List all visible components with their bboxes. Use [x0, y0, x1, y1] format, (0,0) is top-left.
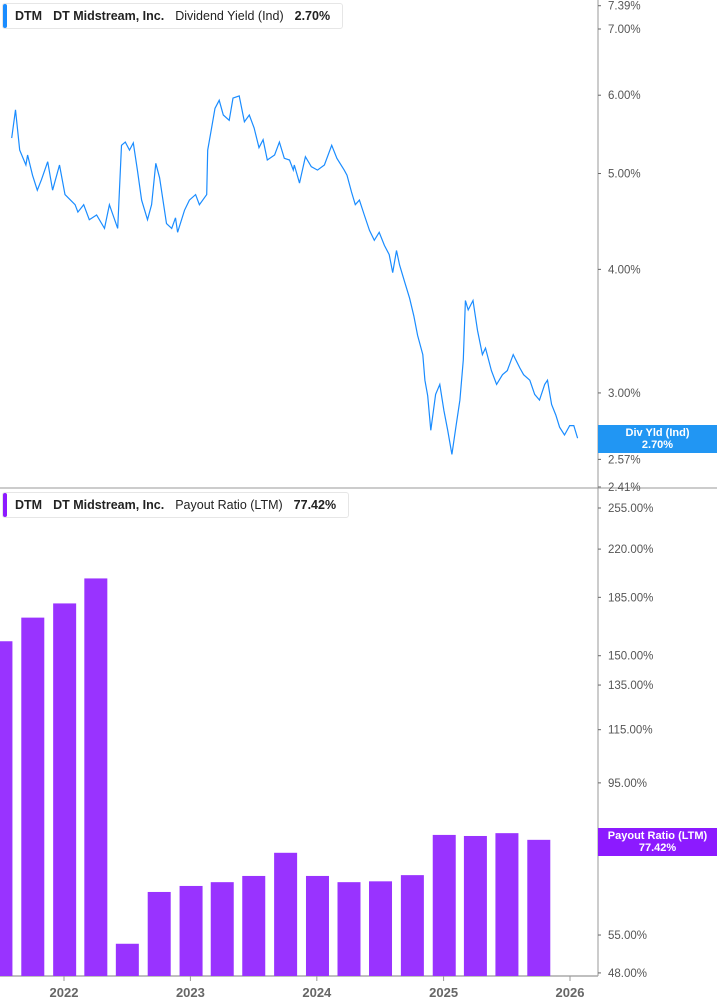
yield-legend: DTM DT Midstream, Inc. Dividend Yield (I…	[2, 3, 344, 29]
yield-y-tick-label: 3.00%	[608, 388, 641, 400]
payout-bar	[369, 881, 393, 976]
payout-bar	[210, 882, 234, 976]
yield-y-tick-label: 4.00%	[608, 264, 641, 276]
payout-bar	[0, 641, 13, 976]
yield-y-tick-label: 7.00%	[608, 24, 641, 36]
payout-y-tick-label: 220.00%	[608, 544, 653, 556]
payout-bar	[495, 833, 519, 976]
payout-value-tag: Payout Ratio (LTM) 77.42%	[598, 828, 717, 856]
x-tick-label: 2026	[556, 985, 585, 1000]
payout-tag-value: 77.42%	[638, 842, 677, 854]
payout-bar	[305, 875, 329, 976]
payout-y-tick-label: 255.00%	[608, 503, 653, 515]
payout-legend: DTM DT Midstream, Inc. Payout Ratio (LTM…	[2, 492, 350, 518]
yield-value-tag: Div Yld (Ind) 2.70%	[598, 425, 717, 453]
x-tick-label: 2022	[50, 985, 79, 1000]
yield-tag-label: Div Yld (Ind)	[625, 427, 690, 439]
yield-y-tick-label: 6.00%	[608, 90, 641, 102]
yield-y-tick-label: 2.41%	[608, 482, 641, 494]
legend-company: DT Midstream, Inc.	[53, 9, 165, 23]
yield-y-tick-label: 2.57%	[608, 454, 641, 466]
x-tick-label: 2023	[176, 985, 205, 1000]
payout-y-tick-label: 135.00%	[608, 680, 653, 692]
payout-y-tick-label: 185.00%	[608, 592, 653, 604]
legend-company: DT Midstream, Inc.	[53, 498, 165, 512]
payout-bar	[242, 875, 266, 976]
payout-bar	[432, 834, 456, 976]
x-tick-label: 2024	[302, 985, 332, 1000]
payout-bar	[84, 578, 108, 976]
payout-legend-swatch	[3, 493, 7, 517]
yield-tag-value: 2.70%	[641, 439, 674, 451]
legend-value: 2.70%	[294, 9, 331, 23]
payout-bar	[179, 885, 203, 976]
legend-ticker: DTM	[15, 9, 43, 23]
payout-y-tick-label: 150.00%	[608, 651, 653, 663]
yield-legend-swatch	[3, 4, 7, 28]
x-tick-label: 2025	[429, 985, 458, 1000]
payout-y-tick-label: 48.00%	[608, 968, 647, 980]
payout-y-tick-label: 55.00%	[608, 930, 647, 942]
payout-bar	[337, 882, 361, 976]
payout-y-tick-label: 115.00%	[608, 725, 653, 737]
legend-ticker: DTM	[15, 498, 43, 512]
payout-bar	[53, 603, 77, 976]
dividend-yield-line	[11, 95, 579, 455]
payout-bar	[115, 943, 139, 976]
payout-bar	[274, 852, 298, 976]
payout-tag-label: Payout Ratio (LTM)	[607, 830, 708, 842]
legend-value: 77.42%	[293, 498, 337, 512]
legend-metric: Dividend Yield (Ind)	[175, 9, 284, 23]
yield-y-tick-label: 5.00%	[608, 169, 641, 181]
payout-bar	[527, 839, 551, 976]
payout-bar	[400, 875, 424, 976]
payout-bar	[463, 835, 487, 976]
payout-bar	[21, 617, 45, 976]
payout-y-tick-label: 95.00%	[608, 778, 647, 790]
yield-y-tick-label: 7.39%	[608, 1, 641, 13]
payout-bar	[147, 891, 171, 976]
legend-metric: Payout Ratio (LTM)	[175, 498, 283, 512]
